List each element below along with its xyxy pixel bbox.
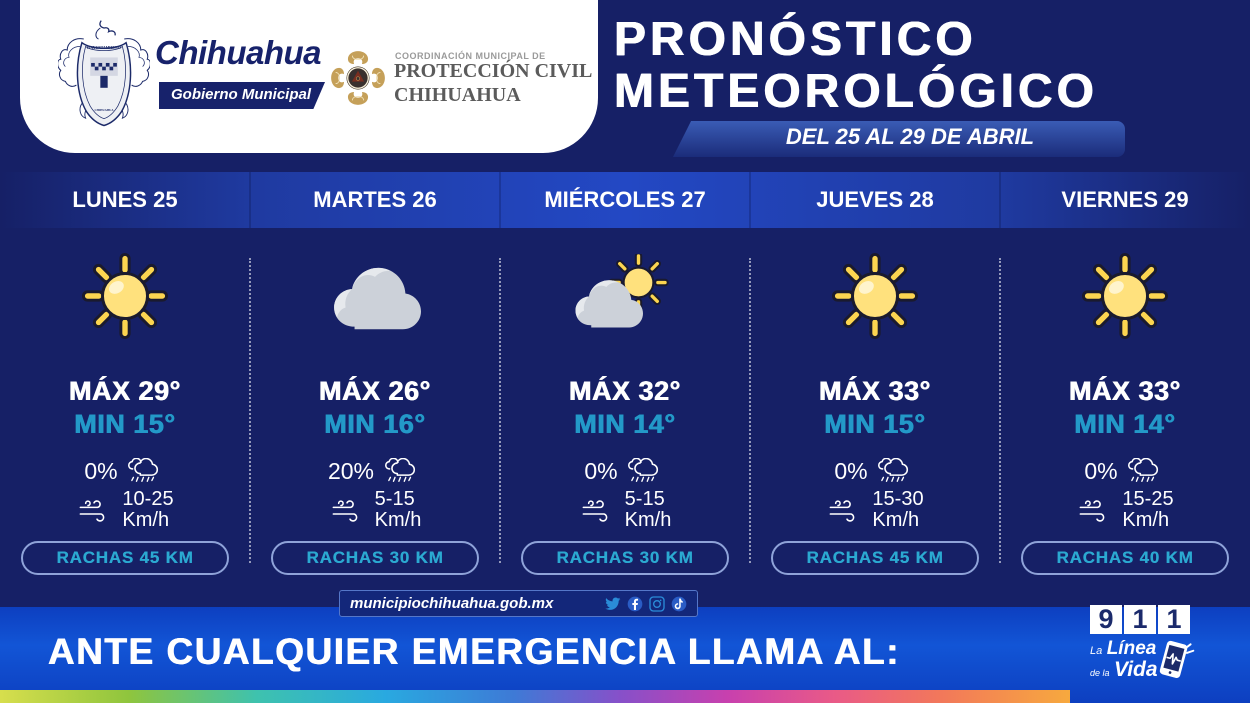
svg-text:H AYUNTAMIENTO: H AYUNTAMIENTO [87, 46, 121, 50]
svg-text:CHIHUAHUA: CHIHUAHUA [94, 108, 114, 112]
